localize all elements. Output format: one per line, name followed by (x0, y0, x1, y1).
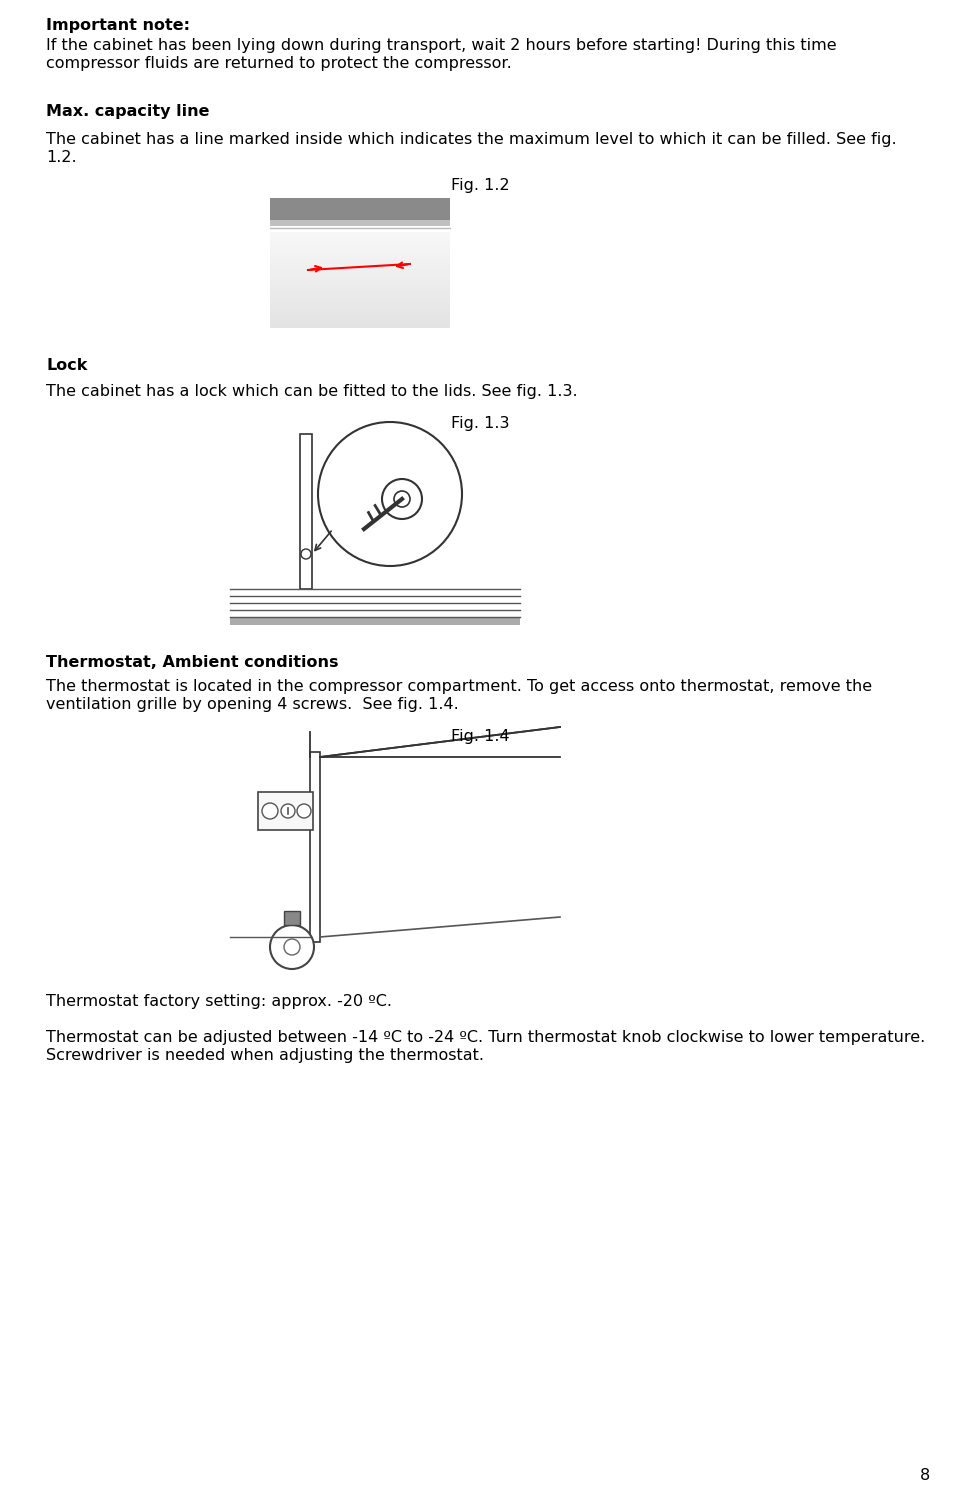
Text: 1.2.: 1.2. (46, 150, 77, 165)
Text: Thermostat, Ambient conditions: Thermostat, Ambient conditions (46, 656, 339, 670)
Text: Screwdriver is needed when adjusting the thermostat.: Screwdriver is needed when adjusting the… (46, 1047, 484, 1062)
Text: If the cabinet has been lying down during transport, wait 2 hours before startin: If the cabinet has been lying down durin… (46, 39, 836, 54)
Circle shape (394, 492, 410, 507)
Circle shape (382, 478, 422, 519)
Circle shape (262, 803, 278, 820)
Bar (284, 910, 300, 925)
Text: Lock: Lock (46, 358, 87, 372)
Bar (270, 198, 450, 221)
Text: Thermostat factory setting: approx. -20 ºC.: Thermostat factory setting: approx. -20 … (46, 994, 392, 1009)
Circle shape (281, 805, 295, 818)
Circle shape (284, 939, 300, 955)
Bar (258, 793, 313, 830)
Bar (230, 617, 520, 624)
Text: Fig. 1.3: Fig. 1.3 (451, 416, 509, 431)
Text: The cabinet has a line marked inside which indicates the maximum level to which : The cabinet has a line marked inside whi… (46, 133, 897, 148)
Text: Max. capacity line: Max. capacity line (46, 104, 209, 119)
Text: ventilation grille by opening 4 screws.  See fig. 1.4.: ventilation grille by opening 4 screws. … (46, 697, 459, 712)
Circle shape (301, 548, 311, 559)
Circle shape (270, 925, 314, 968)
Bar (310, 752, 320, 942)
Text: Thermostat can be adjusted between -14 ºC to -24 ºC. Turn thermostat knob clockw: Thermostat can be adjusted between -14 º… (46, 1030, 925, 1044)
Text: The thermostat is located in the compressor compartment. To get access onto ther: The thermostat is located in the compres… (46, 679, 872, 694)
Bar (300, 434, 312, 589)
Bar (270, 221, 450, 226)
Text: 8: 8 (920, 1468, 930, 1483)
Text: Fig. 1.4: Fig. 1.4 (450, 729, 510, 744)
Text: Important note:: Important note: (46, 18, 190, 33)
Text: The cabinet has a lock which can be fitted to the lids. See fig. 1.3.: The cabinet has a lock which can be fitt… (46, 384, 578, 399)
Circle shape (318, 422, 462, 566)
Text: compressor fluids are returned to protect the compressor.: compressor fluids are returned to protec… (46, 57, 512, 72)
Text: Fig. 1.2: Fig. 1.2 (450, 177, 510, 194)
Circle shape (297, 805, 311, 818)
